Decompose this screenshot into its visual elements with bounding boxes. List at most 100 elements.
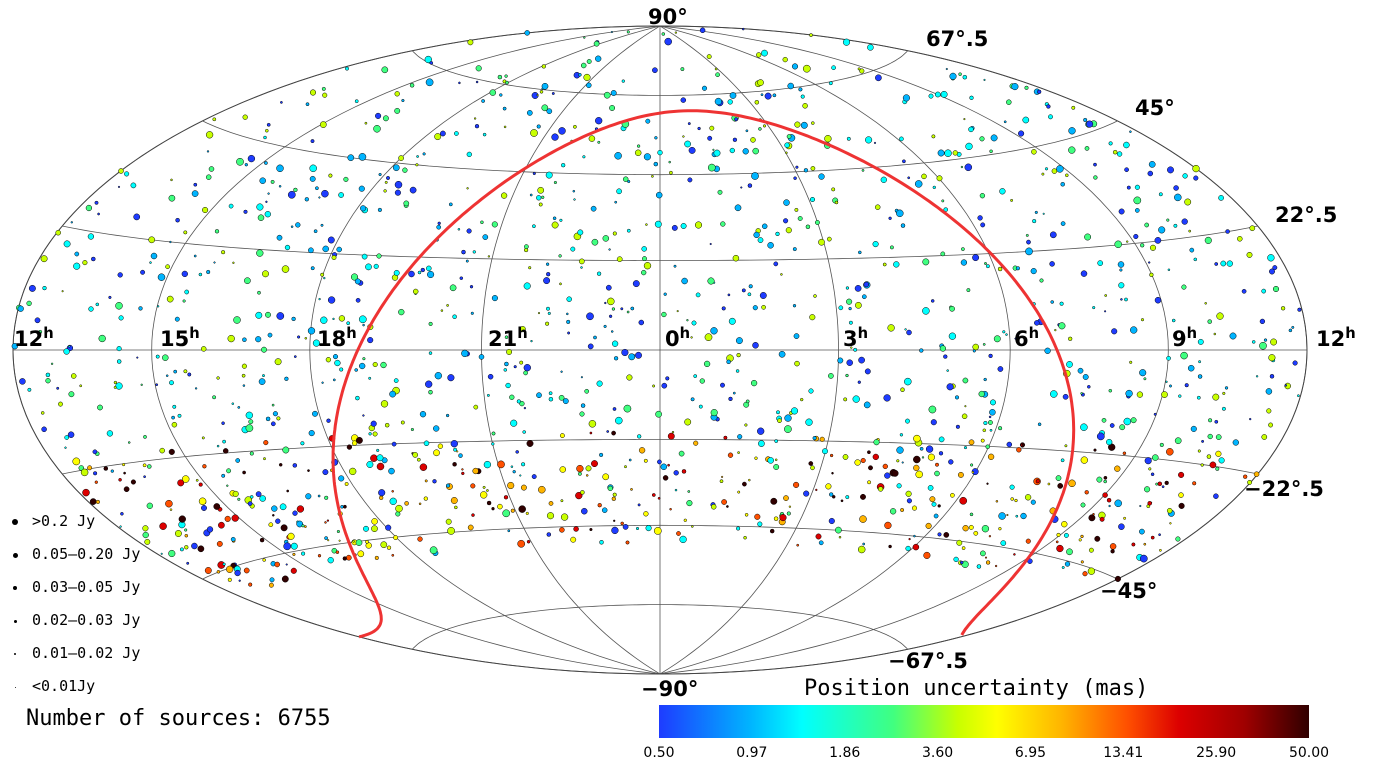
source-marker xyxy=(295,222,301,228)
source-marker xyxy=(359,362,366,370)
source-marker xyxy=(419,411,427,418)
source-marker xyxy=(1057,483,1064,489)
source-marker xyxy=(227,334,235,343)
source-marker xyxy=(643,262,652,270)
source-marker xyxy=(70,221,73,224)
source-marker xyxy=(580,62,587,69)
source-marker xyxy=(483,460,492,469)
source-marker xyxy=(745,399,750,404)
source-marker xyxy=(902,159,906,164)
source-marker xyxy=(734,117,739,122)
source-marker xyxy=(198,497,207,506)
source-marker xyxy=(846,298,853,305)
source-marker xyxy=(964,405,967,408)
source-marker xyxy=(623,404,632,413)
source-marker xyxy=(589,431,593,435)
source-marker xyxy=(588,420,597,428)
source-marker xyxy=(177,479,185,487)
source-marker xyxy=(896,459,900,463)
source-marker xyxy=(854,459,861,466)
source-marker xyxy=(1139,554,1148,563)
source-marker xyxy=(486,500,492,506)
source-marker xyxy=(858,250,862,255)
source-marker xyxy=(322,245,329,253)
source-marker xyxy=(900,508,905,512)
source-marker xyxy=(735,369,740,373)
source-marker xyxy=(794,360,800,367)
source-marker xyxy=(981,525,990,533)
source-marker xyxy=(624,465,627,469)
source-marker xyxy=(826,236,832,242)
source-marker xyxy=(358,315,367,324)
source-marker xyxy=(1006,513,1009,517)
source-marker xyxy=(671,224,678,231)
source-marker xyxy=(230,536,236,542)
source-marker xyxy=(327,236,335,244)
source-marker xyxy=(546,272,551,277)
parallel-line xyxy=(62,225,1258,261)
source-marker xyxy=(808,461,814,466)
source-marker xyxy=(1148,261,1151,264)
source-marker xyxy=(829,453,834,458)
dec-label: −22°.5 xyxy=(1244,477,1324,501)
source-marker xyxy=(480,220,484,225)
dec-label: −67°.5 xyxy=(888,649,968,673)
source-marker xyxy=(388,467,395,475)
source-marker xyxy=(327,539,330,542)
source-marker xyxy=(1213,493,1219,499)
colorbar-title: Position uncertainty (mas) xyxy=(804,676,1149,701)
source-marker xyxy=(429,61,434,65)
source-marker xyxy=(467,524,474,531)
source-marker xyxy=(1134,208,1140,213)
source-marker xyxy=(753,231,760,239)
source-marker xyxy=(837,357,844,364)
colorbar-tick-label: 25.90 xyxy=(1196,745,1237,761)
source-marker xyxy=(276,312,285,320)
source-marker xyxy=(732,254,740,262)
source-marker xyxy=(368,432,372,436)
source-marker xyxy=(117,185,121,188)
source-marker xyxy=(170,178,173,182)
source-marker xyxy=(612,231,617,236)
source-marker xyxy=(1122,451,1127,456)
source-marker xyxy=(354,99,359,104)
source-marker xyxy=(379,495,384,500)
source-marker xyxy=(296,505,305,513)
source-marker xyxy=(814,220,820,225)
source-marker xyxy=(927,453,935,461)
source-marker xyxy=(948,459,954,465)
source-marker xyxy=(234,569,241,577)
source-marker xyxy=(607,297,615,306)
source-marker xyxy=(1216,312,1224,320)
source-marker xyxy=(698,404,703,409)
source-marker xyxy=(1068,146,1076,154)
source-marker xyxy=(641,269,647,276)
source-marker xyxy=(998,512,1006,520)
source-marker xyxy=(938,451,944,456)
source-marker xyxy=(674,31,678,34)
source-marker xyxy=(661,382,668,389)
source-marker xyxy=(860,457,866,464)
source-marker xyxy=(263,440,269,446)
source-marker xyxy=(55,229,61,236)
source-marker xyxy=(67,431,75,438)
source-marker xyxy=(447,374,455,382)
source-marker xyxy=(423,496,428,501)
source-marker xyxy=(259,537,265,543)
source-marker xyxy=(741,288,746,293)
source-marker xyxy=(1037,422,1042,427)
source-marker xyxy=(784,142,790,148)
source-marker xyxy=(491,431,496,436)
source-marker xyxy=(1025,233,1029,237)
source-marker xyxy=(304,337,308,340)
source-marker xyxy=(1169,522,1172,525)
source-marker xyxy=(1096,432,1105,441)
source-marker xyxy=(1093,175,1098,180)
source-marker xyxy=(616,256,623,263)
source-marker xyxy=(608,248,611,251)
source-marker xyxy=(896,209,904,218)
source-marker xyxy=(255,491,262,497)
source-marker xyxy=(1082,571,1088,577)
source-marker xyxy=(82,488,90,497)
legend-label: <0.01Jy xyxy=(32,677,96,695)
